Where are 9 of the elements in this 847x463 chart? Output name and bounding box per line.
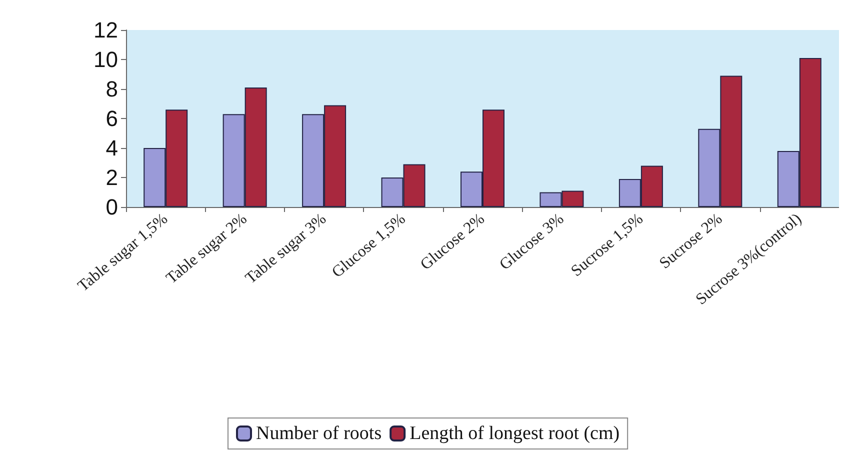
legend-label: Number of roots bbox=[256, 423, 382, 444]
y-tick-label: 6 bbox=[106, 106, 118, 131]
y-tick-label: 8 bbox=[106, 76, 118, 102]
y-tick-label: 10 bbox=[94, 47, 118, 72]
y-tick-label: 0 bbox=[106, 194, 118, 220]
y-tick-label: 4 bbox=[106, 136, 118, 160]
legend-label: Length of longest root (cm) bbox=[410, 423, 620, 444]
y-tick-label: 2 bbox=[106, 165, 118, 190]
y-tick-label: 12 bbox=[94, 18, 118, 42]
